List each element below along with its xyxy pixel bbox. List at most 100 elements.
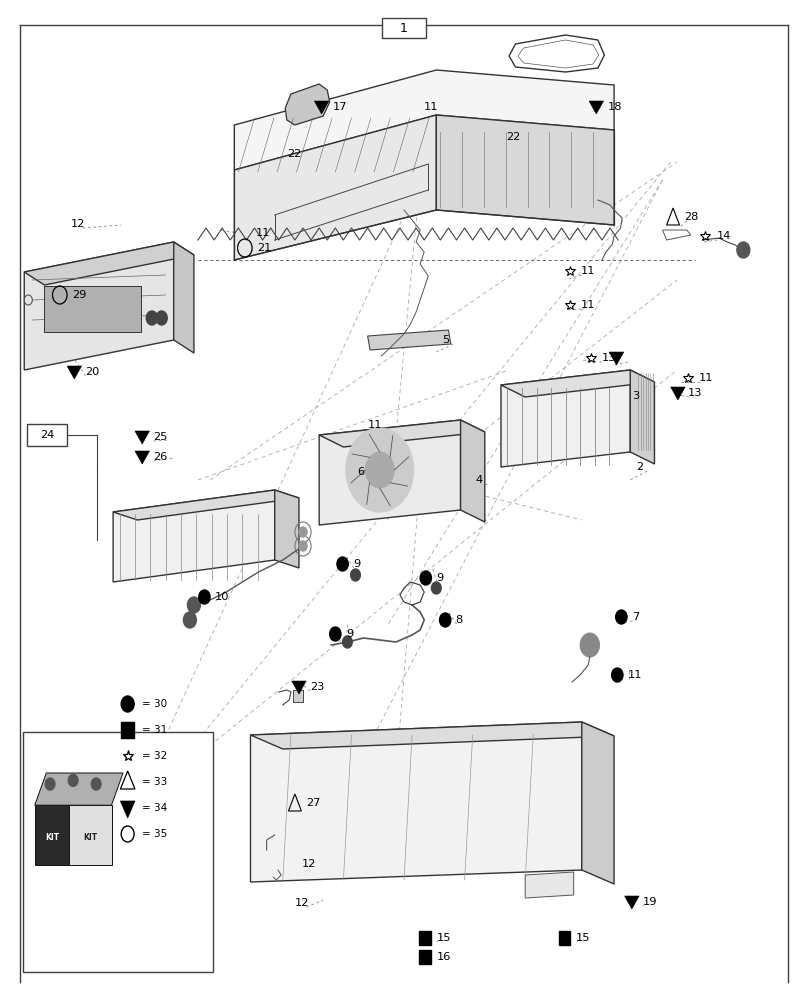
Circle shape xyxy=(337,557,348,571)
Text: 9: 9 xyxy=(353,559,360,569)
Circle shape xyxy=(299,527,307,537)
Text: 12: 12 xyxy=(295,898,309,908)
Text: = 31: = 31 xyxy=(142,725,167,735)
Polygon shape xyxy=(525,872,574,898)
Circle shape xyxy=(365,452,394,488)
Circle shape xyxy=(440,613,451,627)
Polygon shape xyxy=(234,115,436,260)
Circle shape xyxy=(156,311,167,325)
Polygon shape xyxy=(436,115,614,225)
Text: = 33: = 33 xyxy=(142,777,167,787)
Circle shape xyxy=(343,636,352,648)
Text: 25: 25 xyxy=(154,432,168,442)
Text: 11: 11 xyxy=(699,373,713,383)
Text: 12: 12 xyxy=(301,859,316,869)
Circle shape xyxy=(616,610,627,624)
Bar xyxy=(419,931,431,945)
Text: 6: 6 xyxy=(357,467,364,477)
Bar xyxy=(419,950,431,964)
Polygon shape xyxy=(250,722,614,749)
Polygon shape xyxy=(35,773,123,805)
Text: 29: 29 xyxy=(72,290,86,300)
Text: KIT: KIT xyxy=(45,833,59,842)
Bar xyxy=(559,931,570,945)
Text: 17: 17 xyxy=(333,102,347,112)
Circle shape xyxy=(187,597,200,613)
Circle shape xyxy=(737,242,750,258)
Text: 13: 13 xyxy=(688,388,702,398)
Polygon shape xyxy=(69,805,112,865)
Polygon shape xyxy=(461,420,485,522)
Text: 5: 5 xyxy=(442,335,449,345)
Text: 28: 28 xyxy=(684,212,699,222)
Text: 14: 14 xyxy=(717,231,731,241)
Text: 16: 16 xyxy=(436,952,451,962)
Text: 1: 1 xyxy=(400,21,408,34)
Bar xyxy=(121,722,134,738)
Circle shape xyxy=(431,582,441,594)
Polygon shape xyxy=(609,352,624,365)
Polygon shape xyxy=(24,242,194,285)
Polygon shape xyxy=(135,451,149,464)
Text: = 32: = 32 xyxy=(142,751,167,761)
FancyBboxPatch shape xyxy=(27,424,67,446)
Text: 2: 2 xyxy=(636,462,643,472)
Text: 15: 15 xyxy=(436,933,451,943)
Text: = 35: = 35 xyxy=(142,829,167,839)
Text: 3: 3 xyxy=(632,391,639,401)
Polygon shape xyxy=(174,242,194,353)
Text: 11: 11 xyxy=(628,670,642,680)
Text: 11: 11 xyxy=(581,266,595,276)
Text: 21: 21 xyxy=(257,243,271,253)
Polygon shape xyxy=(589,101,604,114)
Text: 4: 4 xyxy=(476,475,483,485)
Circle shape xyxy=(121,696,134,712)
Polygon shape xyxy=(292,681,306,694)
Circle shape xyxy=(199,590,210,604)
Polygon shape xyxy=(501,370,654,397)
Text: 7: 7 xyxy=(632,612,639,622)
Polygon shape xyxy=(368,330,451,350)
Circle shape xyxy=(330,627,341,641)
Polygon shape xyxy=(630,370,654,464)
Text: 9: 9 xyxy=(346,629,353,639)
Text: 13: 13 xyxy=(602,353,617,363)
Polygon shape xyxy=(120,801,135,818)
Text: 8: 8 xyxy=(456,615,463,625)
Text: 27: 27 xyxy=(306,798,321,808)
Text: 11: 11 xyxy=(581,300,595,310)
Circle shape xyxy=(45,778,55,790)
Text: 11: 11 xyxy=(255,228,270,238)
Text: 26: 26 xyxy=(154,452,168,462)
Text: 19: 19 xyxy=(643,897,658,907)
Text: 22: 22 xyxy=(288,149,302,159)
Text: 23: 23 xyxy=(310,682,325,692)
Circle shape xyxy=(580,633,600,657)
Text: 10: 10 xyxy=(215,592,229,602)
Bar xyxy=(293,690,303,702)
Circle shape xyxy=(183,612,196,628)
Text: 9: 9 xyxy=(436,573,444,583)
Text: = 30: = 30 xyxy=(142,699,167,709)
FancyBboxPatch shape xyxy=(381,18,427,38)
Text: KIT: KIT xyxy=(83,833,98,842)
Polygon shape xyxy=(582,722,614,884)
Circle shape xyxy=(68,774,78,786)
Bar xyxy=(44,286,141,332)
Circle shape xyxy=(612,668,623,682)
Polygon shape xyxy=(250,722,582,882)
Circle shape xyxy=(146,311,158,325)
Polygon shape xyxy=(275,490,299,568)
Circle shape xyxy=(91,778,101,790)
Polygon shape xyxy=(625,896,639,909)
Text: 12: 12 xyxy=(71,219,86,229)
Circle shape xyxy=(420,571,431,585)
Polygon shape xyxy=(67,366,82,379)
Text: 20: 20 xyxy=(86,367,100,377)
Polygon shape xyxy=(35,805,69,865)
Polygon shape xyxy=(314,101,329,114)
Text: 15: 15 xyxy=(576,933,591,943)
Text: 11: 11 xyxy=(423,102,438,112)
Polygon shape xyxy=(671,387,685,400)
Text: 24: 24 xyxy=(40,430,54,440)
